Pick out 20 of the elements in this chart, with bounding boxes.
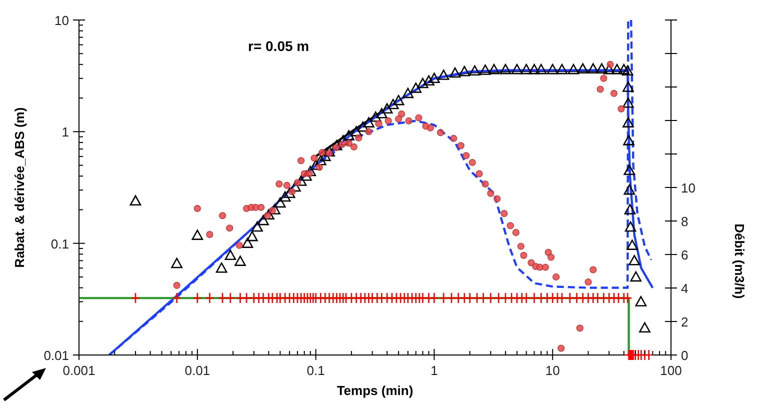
x-tick-label: 0.01 bbox=[184, 363, 210, 378]
y-tick-label: 10 bbox=[54, 13, 69, 28]
y-tick-label: 0.1 bbox=[50, 236, 69, 252]
x-tick-label: 0.1 bbox=[306, 363, 325, 378]
y2-tick-label: 10 bbox=[681, 180, 696, 196]
y-tick-label: 1 bbox=[62, 124, 69, 140]
y2-tick-label: 6 bbox=[681, 248, 688, 262]
x-tick-label: 0.001 bbox=[62, 363, 96, 378]
y-axis-title: Rabat. & dérivée_ABS (m) bbox=[12, 107, 27, 268]
y2-axis-title: Débit (m3/h) bbox=[732, 224, 747, 299]
x-tick-label: 100 bbox=[660, 363, 682, 378]
y-tick-label: 0.01 bbox=[44, 348, 69, 363]
y2-tick-label: 0 bbox=[681, 348, 688, 363]
x-tick-label: 10 bbox=[545, 363, 560, 378]
x-axis-title: Temps (min) bbox=[336, 383, 414, 398]
y2-tick-label: 8 bbox=[681, 214, 688, 229]
y2-tick-label: 4 bbox=[681, 281, 688, 296]
y2-tick-label: 2 bbox=[681, 314, 688, 330]
text: r= 0.05 m bbox=[248, 38, 310, 54]
x-tick-label: 1 bbox=[430, 363, 438, 378]
